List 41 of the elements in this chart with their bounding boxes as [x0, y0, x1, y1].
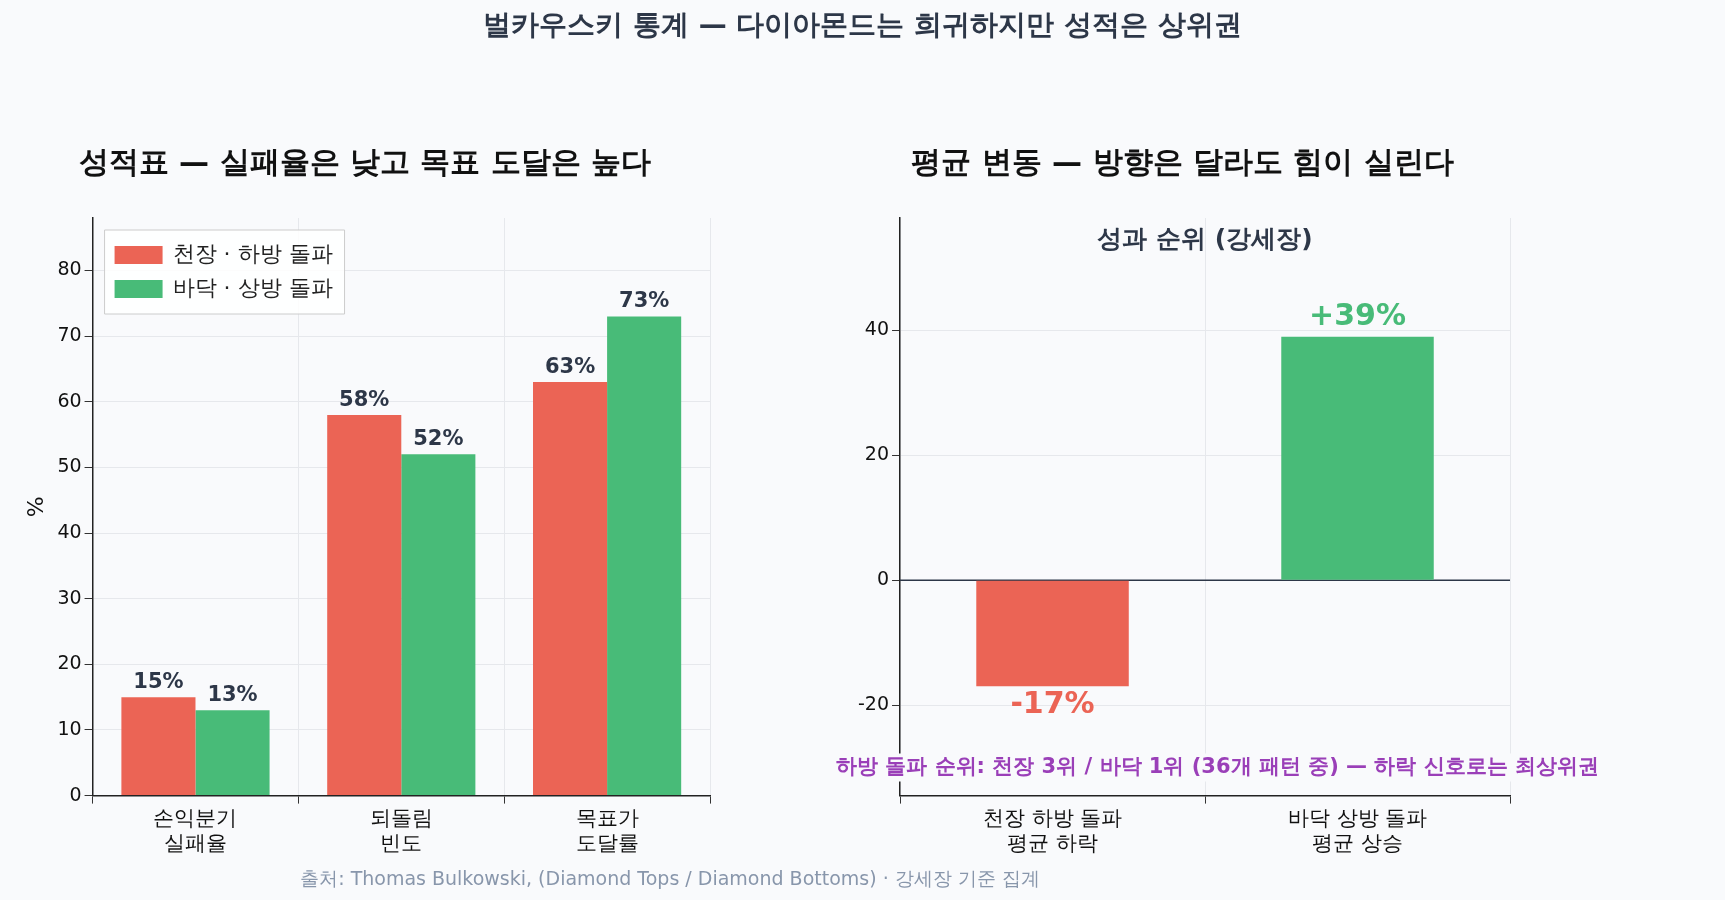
data-label: 63% — [544, 354, 596, 379]
y-tick-label: 40 — [57, 519, 82, 542]
x-tick-label: 되돌림 빈도 — [369, 805, 433, 855]
text: 벌카우스키 통계 — 다이아몬드는 희귀하지만 성적은 상위권 — [482, 7, 1243, 43]
y-tick-label: 0 — [876, 567, 890, 590]
y-tick-label: 70 — [57, 323, 82, 346]
y-axis-title: % — [22, 496, 48, 518]
legend-label: 천장 · 하방 돌파 — [172, 240, 333, 266]
y-tick-label: 60 — [57, 388, 82, 411]
data-label: 52% — [413, 426, 464, 451]
chart-title: 성적표 — 실패율은 낮고 목표 도달은 높다 — [78, 143, 652, 179]
x-tick-label: 천장 하방 돌파 평균 하락 — [982, 805, 1123, 855]
source-note: 출처: Thomas Bulkowski, (Diamond Tops / Diamond Bottoms) · 강세장 기준 집계 — [299, 866, 1041, 891]
y-tick-label: 80 — [57, 257, 82, 280]
y-tick-label: -20 — [857, 691, 890, 714]
bar — [195, 710, 270, 796]
bar — [607, 316, 682, 796]
y-tick-label: 40 — [864, 317, 890, 340]
annotation: 하방 돌파 순위: 천장 3위 / 바닥 1위 (36개 패턴 중) — 하락 신호로는 최상위권 — [835, 754, 1600, 779]
y-tick-label: 30 — [57, 585, 82, 608]
chart-title: 평균 변동 — 방향은 달라도 힘이 실린다 — [911, 143, 1454, 179]
legend-label: 바닥 · 상방 돌파 — [172, 274, 333, 300]
x-tick-label: 손익분기 실패율 — [153, 805, 238, 855]
data-label: 73% — [619, 288, 670, 313]
data-label: -17% — [1010, 685, 1095, 721]
x-tick-label: 바닥 상방 돌파 평균 상승 — [1287, 805, 1428, 855]
data-label: 15% — [133, 669, 184, 694]
chart-subtitle: 성과 순위 (강세장) — [1097, 224, 1313, 253]
bar — [533, 382, 608, 796]
data-label: 58% — [339, 386, 390, 411]
data-label: +39% — [1309, 297, 1406, 333]
bar — [327, 414, 402, 796]
y-tick-label: 0 — [69, 782, 82, 805]
bar — [121, 697, 196, 796]
bar — [401, 454, 476, 796]
y-tick-label: 10 — [57, 716, 82, 739]
data-label: 13% — [207, 682, 258, 707]
x-tick-label: 목표가 도달률 — [575, 805, 639, 855]
y-tick-label: 50 — [57, 454, 82, 477]
y-tick-label: 20 — [864, 442, 890, 465]
y-tick-label: 20 — [57, 651, 82, 674]
